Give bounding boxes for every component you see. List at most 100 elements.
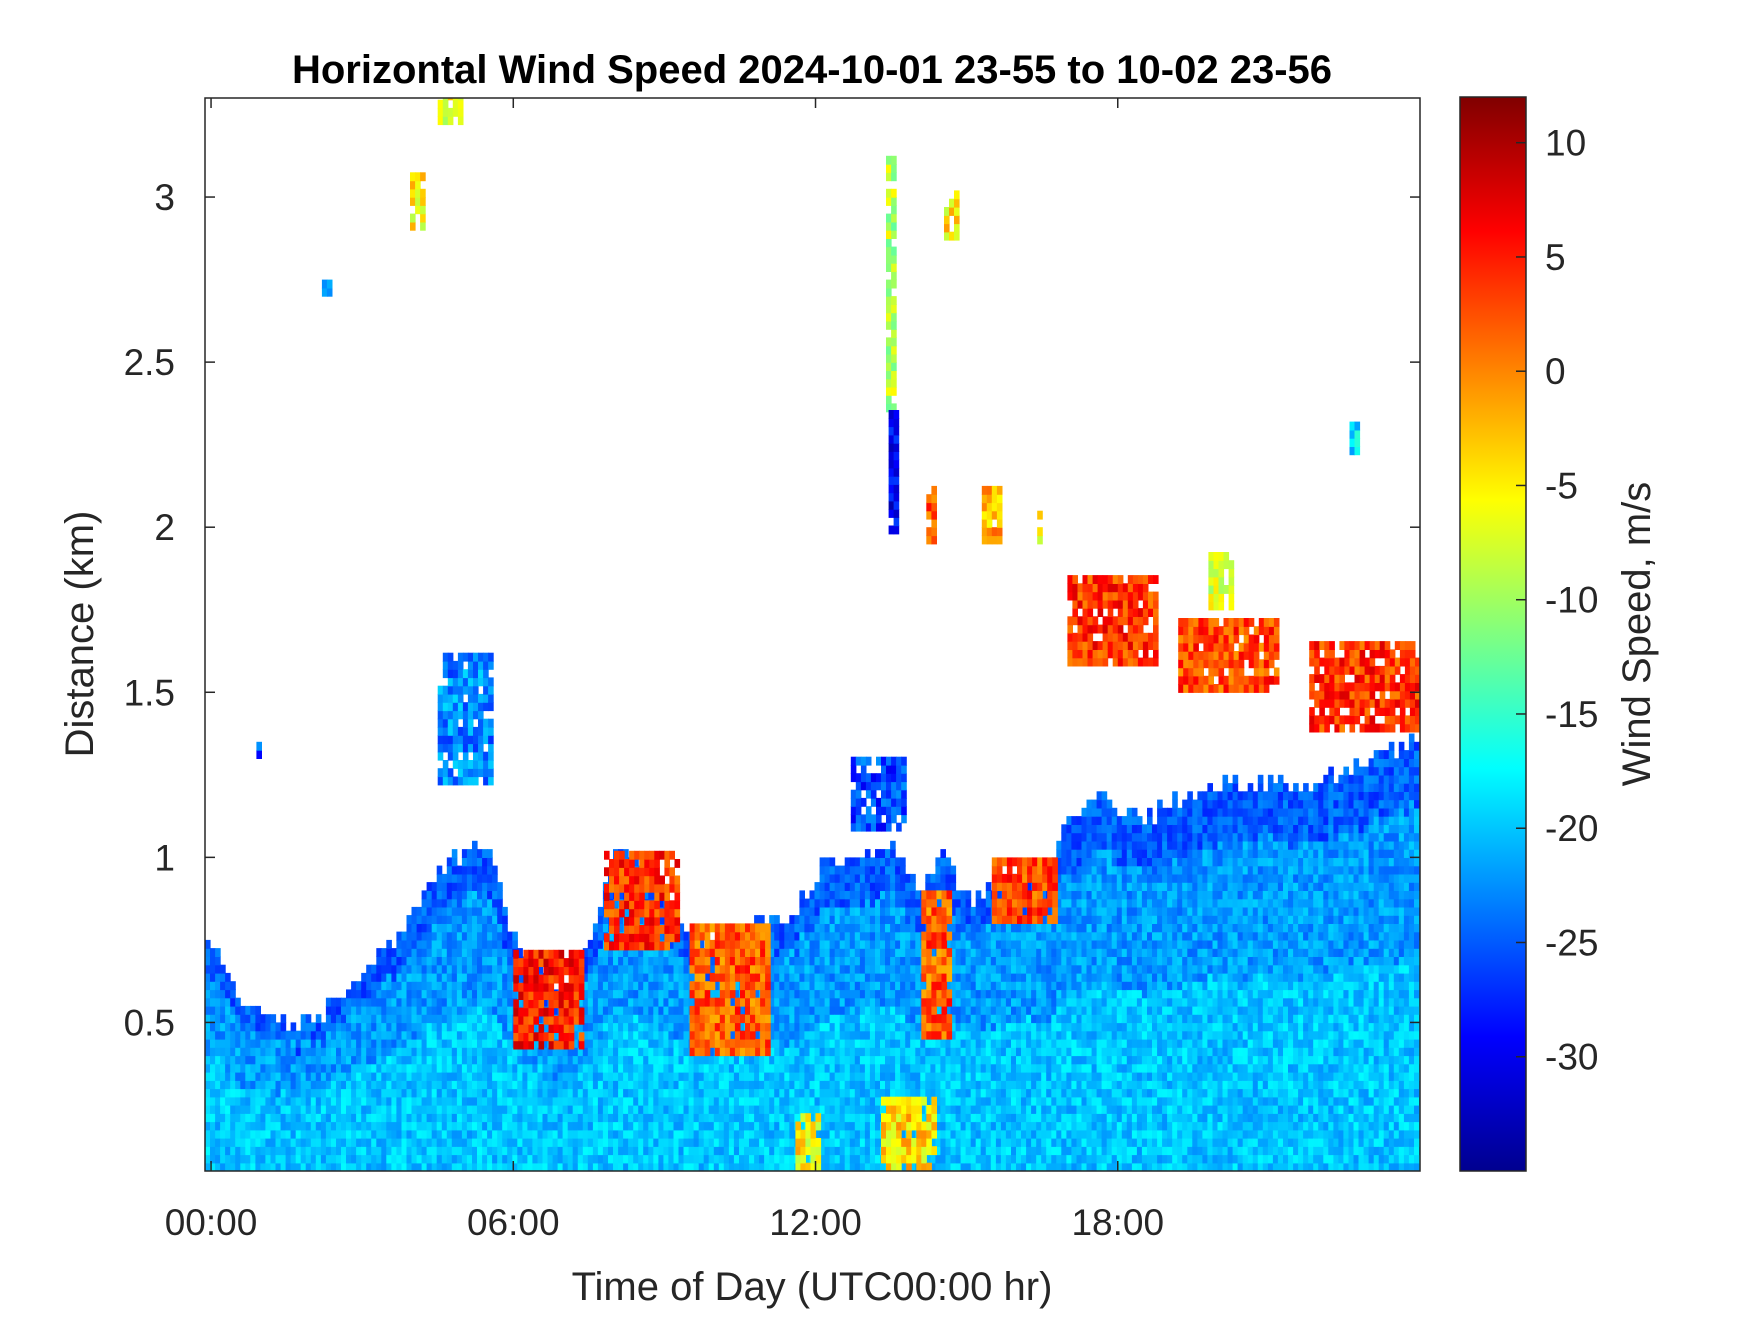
heatmap-cell: [910, 915, 916, 924]
heatmap-cell: [688, 1162, 695, 1171]
heatmap-cell: [401, 997, 408, 1007]
heatmap-cell: [356, 1005, 362, 1015]
heatmap-cell: [411, 1030, 418, 1040]
heatmap-cell: [774, 972, 780, 982]
heatmap-cell: [653, 1146, 659, 1156]
heatmap-cell: [859, 956, 866, 966]
heatmap-cell: [492, 1055, 498, 1065]
heatmap-cell: [864, 1154, 871, 1164]
heatmap-cell: [305, 1096, 312, 1106]
heatmap-cell: [849, 972, 856, 982]
heatmap-cell: [487, 1038, 493, 1048]
heatmap-cell: [839, 865, 846, 875]
heatmap-cell: [366, 1105, 372, 1114]
heatmap-cell: [386, 1005, 392, 1015]
heatmap-cell: [980, 989, 987, 999]
heatmap-cell: [779, 997, 785, 1007]
heatmap-cell: [910, 972, 916, 982]
heatmap-cell: [562, 1154, 569, 1164]
heatmap-cell: [623, 948, 629, 957]
heatmap-cell: [678, 1022, 685, 1032]
heatmap-cell: [487, 849, 493, 858]
heatmap-cell: [1026, 972, 1032, 982]
heatmap-cell: [451, 1154, 458, 1164]
heatmap-cell: [482, 1038, 488, 1048]
heatmap-cell: [839, 906, 846, 916]
heatmap-cell: [905, 1030, 911, 1040]
heatmap-cell: [411, 1063, 418, 1073]
heatmap-cell: [381, 1030, 387, 1040]
heatmap-cell: [779, 1154, 785, 1164]
heatmap-cell: [411, 906, 418, 916]
heatmap-cell: [809, 1022, 816, 1032]
heatmap-cell: [829, 1096, 836, 1106]
heatmap-cell: [668, 1055, 674, 1065]
heatmap-cell: [426, 972, 433, 982]
heatmap-cell: [416, 1129, 423, 1139]
heatmap-cell: [643, 1162, 649, 1171]
heatmap-cell: [869, 898, 876, 908]
heatmap-cell: [623, 1063, 629, 1073]
heatmap-cell: [804, 989, 810, 999]
heatmap-cell: [945, 1154, 952, 1164]
heatmap-cell: [965, 1146, 972, 1156]
heatmap-cell: [875, 1146, 881, 1156]
heatmap-cell: [502, 1055, 508, 1065]
heatmap-cell: [361, 972, 367, 982]
heatmap-cell: [1005, 1038, 1012, 1048]
heatmap-cell: [834, 1162, 841, 1171]
heatmap-cell: [542, 1129, 549, 1139]
heatmap-cell: [406, 1030, 413, 1040]
heatmap-cell: [597, 906, 604, 916]
heatmap-cell: [880, 865, 886, 875]
heatmap-cell: [608, 890, 614, 900]
heatmap-cell: [205, 1138, 211, 1147]
heatmap-cell: [220, 1129, 226, 1139]
heatmap-cell: [346, 1105, 352, 1114]
heatmap-cell: [235, 1096, 241, 1106]
heatmap-cell: [668, 964, 674, 974]
heatmap-cell: [356, 1072, 362, 1081]
heatmap-cell: [935, 1088, 941, 1098]
heatmap-cell: [441, 972, 448, 982]
heatmap-cell: [723, 1113, 730, 1123]
heatmap-cell: [895, 1038, 901, 1048]
heatmap-cell: [1021, 931, 1027, 941]
heatmap-cell: [980, 1105, 987, 1114]
heatmap-cell: [804, 1047, 810, 1057]
heatmap-cell: [330, 1105, 337, 1114]
heatmap-cell: [1016, 1055, 1022, 1065]
heatmap-cell: [829, 1038, 836, 1048]
heatmap-cell: [975, 1129, 982, 1139]
heatmap-cell: [290, 1047, 297, 1057]
heatmap-cell: [421, 1030, 428, 1040]
heatmap-cell: [885, 981, 891, 991]
heatmap-cell: [970, 931, 977, 941]
heatmap-cell: [663, 1138, 669, 1147]
heatmap-cell: [597, 1005, 604, 1015]
heatmap-cell: [477, 964, 483, 974]
heatmap-cell: [225, 1047, 231, 1057]
heatmap-cell: [492, 1121, 498, 1131]
heatmap-cell: [859, 989, 866, 999]
heatmap-cell: [633, 1146, 639, 1156]
heatmap-cell: [608, 1030, 614, 1040]
heatmap-cell: [517, 1063, 523, 1073]
heatmap-cell: [623, 1088, 629, 1098]
heatmap-cell: [215, 1129, 221, 1139]
heatmap-cell: [215, 1022, 221, 1032]
heatmap-cell: [759, 1121, 765, 1131]
heatmap-cell: [885, 948, 891, 957]
heatmap-cell: [678, 1146, 685, 1156]
heatmap-cell: [839, 939, 846, 949]
heatmap-cell: [466, 1022, 473, 1032]
heatmap-cell: [769, 997, 775, 1007]
heatmap-cell: [950, 939, 957, 949]
heatmap-cell: [859, 1072, 866, 1081]
heatmap-cell: [240, 1005, 246, 1015]
heatmap-cell: [441, 1038, 448, 1048]
heatmap-cell: [945, 1096, 952, 1106]
heatmap-cell: [769, 1014, 775, 1024]
heatmap-cell: [391, 1096, 397, 1106]
heatmap-cell: [441, 873, 448, 883]
